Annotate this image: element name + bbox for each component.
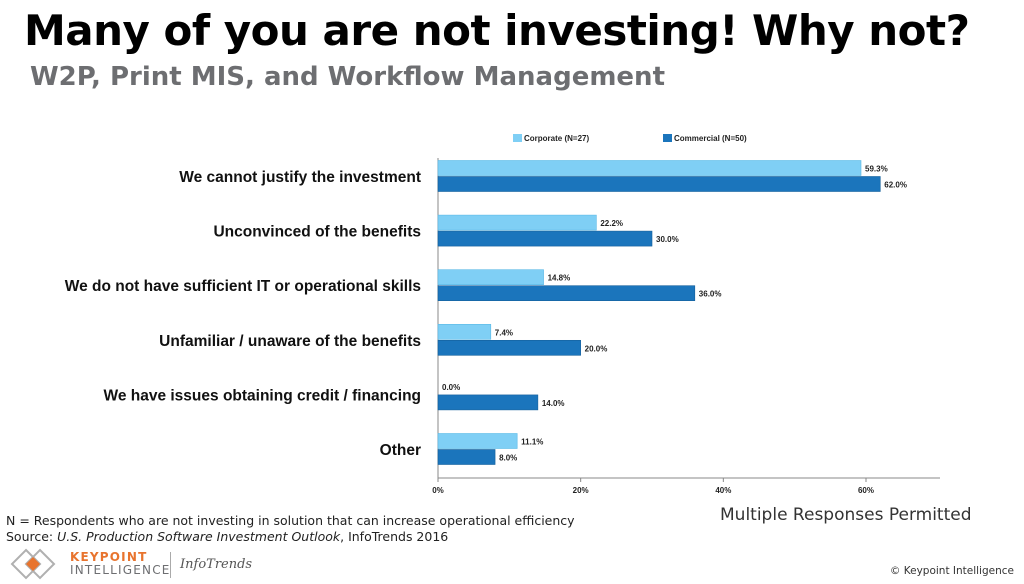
bar-commercial — [437, 176, 881, 192]
source-suffix: , InfoTrends 2016 — [340, 529, 449, 544]
data-label: 14.8% — [548, 274, 571, 283]
data-label: 7.4% — [495, 328, 513, 337]
source-note: Source: U.S. Production Software Investm… — [6, 529, 575, 545]
source-title: U.S. Production Software Investment Outl… — [57, 529, 341, 544]
keypoint-logo-icon — [10, 548, 56, 580]
category-label: Unfamiliar / unaware of the benefits — [159, 333, 421, 350]
footnote: N = Respondents who are not investing in… — [6, 513, 575, 545]
x-tick-label: 60% — [858, 486, 874, 495]
page-subtitle: W2P, Print MIS, and Workflow Management — [30, 62, 665, 92]
multiple-responses-note: Multiple Responses Permitted — [720, 505, 972, 525]
bar-corporate — [437, 323, 492, 340]
category-label: Unconvinced of the benefits — [213, 224, 421, 241]
bar-commercial — [437, 230, 653, 247]
category-label: We have issues obtaining credit / financ… — [103, 387, 421, 404]
bar-commercial — [437, 285, 696, 302]
bar-corporate — [437, 214, 597, 231]
x-tick-label: 0% — [432, 486, 444, 495]
data-label: 0.0% — [442, 383, 460, 392]
data-label: 11.1% — [521, 438, 543, 447]
bar-commercial — [437, 394, 539, 411]
logo-line-1: KEYPOINT — [70, 550, 148, 564]
logo-line-2: INTELLIGENCE — [70, 563, 171, 577]
category-label: Other — [380, 442, 421, 459]
data-label: 20.0% — [585, 344, 608, 353]
legend-swatch — [513, 134, 522, 142]
data-label: 14.0% — [542, 399, 565, 408]
data-label: 22.2% — [600, 219, 623, 228]
respondents-note: N = Respondents who are not investing in… — [6, 513, 575, 528]
legend-label: Corporate (N=27) — [524, 134, 589, 143]
data-label: 30.0% — [656, 235, 679, 244]
logo-divider — [170, 552, 171, 578]
page-title: Many of you are not investing! Why not? — [24, 6, 970, 55]
bar-commercial — [437, 339, 581, 356]
logo-wordmark: KEYPOINT INTELLIGENCE — [70, 551, 171, 577]
data-label: 62.0% — [884, 181, 907, 190]
data-label: 8.0% — [499, 454, 517, 463]
bar-corporate — [437, 433, 518, 449]
bar-corporate — [437, 269, 544, 286]
legend-swatch — [663, 134, 672, 142]
x-tick-label: 20% — [573, 486, 589, 495]
bar-corporate — [437, 160, 862, 176]
category-label: We cannot justify the investment — [179, 169, 421, 186]
bar-commercial — [437, 449, 496, 465]
x-tick-label: 40% — [715, 486, 731, 495]
infotrends-logo: InfoTrends — [180, 557, 253, 572]
data-label: 36.0% — [699, 290, 722, 299]
source-prefix: Source: — [6, 529, 58, 544]
category-label: We do not have sufficient IT or operatio… — [65, 278, 421, 295]
data-label: 59.3% — [865, 165, 888, 174]
legend-label: Commercial (N=50) — [674, 134, 747, 143]
copyright: © Keypoint Intelligence — [889, 565, 1014, 577]
